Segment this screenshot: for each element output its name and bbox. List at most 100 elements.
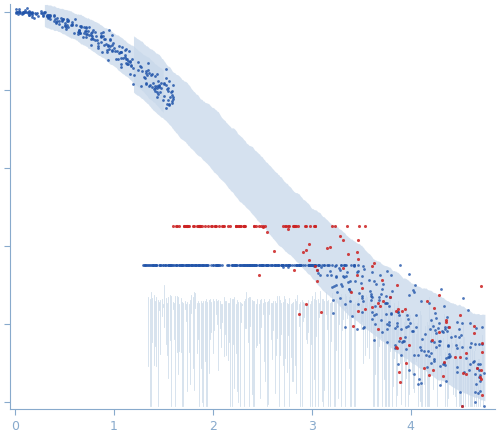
Point [180, 223, 188, 230]
Point [478, 341, 486, 348]
Point [368, 303, 376, 310]
Point [233, 262, 241, 269]
Point [188, 262, 196, 269]
Point [41, 8, 49, 15]
Point [168, 262, 176, 269]
Point [261, 223, 269, 230]
Point [240, 223, 248, 230]
Point [386, 293, 394, 300]
Point [477, 361, 485, 368]
Point [267, 262, 275, 269]
Point [455, 333, 463, 340]
Point [67, 21, 75, 28]
Point [457, 331, 465, 338]
Point [258, 262, 266, 269]
Point [460, 369, 468, 376]
Point [88, 28, 96, 35]
Point [46, 12, 54, 19]
Point [251, 262, 259, 269]
Point [19, 8, 27, 15]
Point [405, 291, 413, 298]
Point [305, 262, 313, 269]
Point [117, 64, 125, 71]
Point [182, 262, 190, 269]
Point [283, 262, 291, 269]
Point [402, 323, 410, 330]
Point [122, 56, 130, 63]
Point [198, 262, 206, 269]
Point [87, 41, 95, 48]
Point [104, 42, 112, 49]
Point [75, 28, 83, 35]
Point [16, 8, 24, 15]
Point [242, 262, 250, 269]
Point [98, 48, 106, 55]
Point [348, 312, 356, 319]
Point [306, 223, 314, 230]
Point [359, 298, 367, 305]
Point [274, 262, 282, 269]
Point [202, 262, 210, 269]
Point [57, 14, 65, 21]
Point [399, 337, 407, 344]
Point [394, 305, 402, 312]
Point [342, 273, 350, 280]
Point [354, 255, 362, 262]
Point [149, 262, 157, 269]
Point [117, 61, 125, 68]
Point [138, 67, 146, 74]
Point [102, 47, 110, 54]
Point [387, 311, 395, 318]
Point [277, 262, 285, 269]
Point [155, 82, 163, 89]
Point [211, 223, 219, 230]
Point [310, 262, 318, 269]
Point [272, 262, 280, 269]
Point [458, 402, 466, 409]
Point [228, 262, 236, 269]
Point [146, 81, 154, 88]
Point [201, 223, 209, 230]
Point [63, 15, 71, 22]
Point [187, 262, 195, 269]
Point [396, 262, 404, 269]
Point [245, 262, 253, 269]
Point [272, 262, 280, 269]
Point [164, 85, 172, 92]
Point [431, 309, 439, 316]
Point [251, 262, 259, 269]
Point [203, 262, 211, 269]
Point [21, 8, 29, 15]
Point [264, 262, 272, 269]
Point [308, 262, 316, 269]
Point [151, 84, 159, 91]
Point [192, 262, 200, 269]
Point [213, 262, 221, 269]
Point [349, 262, 357, 269]
Point [478, 375, 486, 382]
Point [15, 8, 23, 15]
Point [292, 262, 300, 269]
Point [317, 309, 325, 316]
Point [471, 322, 479, 329]
Point [331, 223, 339, 230]
Point [52, 19, 60, 26]
Point [257, 262, 265, 269]
Point [45, 15, 53, 22]
Point [91, 36, 99, 43]
Point [243, 262, 250, 269]
Point [453, 319, 461, 326]
Point [476, 374, 484, 381]
Point [153, 83, 161, 90]
Point [324, 262, 332, 269]
Point [375, 293, 383, 300]
Point [391, 324, 399, 331]
Point [44, 15, 52, 22]
Point [147, 262, 155, 269]
Point [241, 262, 249, 269]
Point [448, 334, 456, 341]
Point [45, 14, 53, 21]
Point [404, 323, 412, 330]
Point [368, 294, 376, 301]
Point [169, 262, 177, 269]
